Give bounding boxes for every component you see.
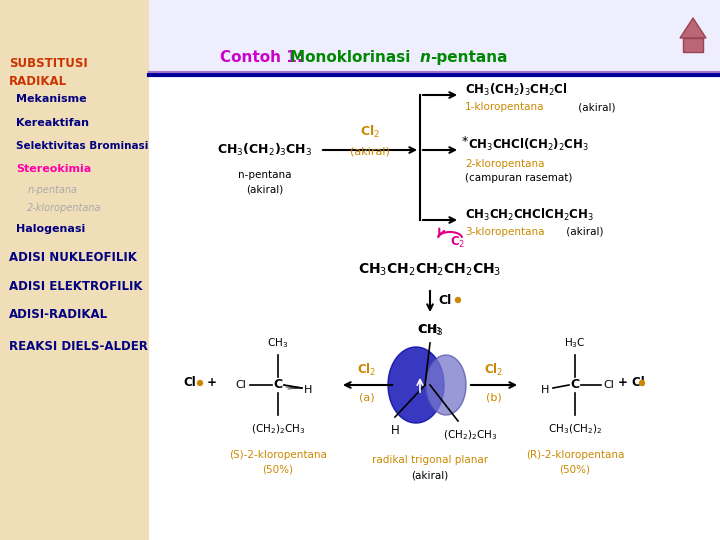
Text: CH$_3$(CH$_2$)$_2$: CH$_3$(CH$_2$)$_2$ xyxy=(548,422,602,436)
Text: (akiral): (akiral) xyxy=(575,102,616,112)
Text: Cl$_2$: Cl$_2$ xyxy=(357,362,377,378)
Text: H$_3$C: H$_3$C xyxy=(564,336,586,350)
Polygon shape xyxy=(680,18,706,38)
Text: REAKSI DIELS-ALDER: REAKSI DIELS-ALDER xyxy=(9,340,148,353)
Text: C$_2$: C$_2$ xyxy=(450,234,465,249)
Text: RADIKAL: RADIKAL xyxy=(9,75,67,87)
Text: *: * xyxy=(462,136,468,148)
Text: Mekanisme: Mekanisme xyxy=(16,94,86,105)
Text: (CH$_2$)$_2$CH$_3$: (CH$_2$)$_2$CH$_3$ xyxy=(251,422,305,436)
Text: Cl$_2$: Cl$_2$ xyxy=(485,362,503,378)
Text: ADISI ELEKTROFILIK: ADISI ELEKTROFILIK xyxy=(9,280,142,293)
Text: CH$_3$(CH$_2$)$_3$CH$_3$: CH$_3$(CH$_2$)$_3$CH$_3$ xyxy=(217,142,312,158)
Text: + Cl: + Cl xyxy=(618,376,644,389)
Text: Cl: Cl xyxy=(235,380,246,390)
Text: Contoh 1:: Contoh 1: xyxy=(220,50,308,65)
Text: Halogenasi: Halogenasi xyxy=(16,224,85,234)
Text: (akiral): (akiral) xyxy=(246,185,284,195)
Text: (CH$_2$)$_2$CH$_3$: (CH$_2$)$_2$CH$_3$ xyxy=(443,428,498,442)
Polygon shape xyxy=(426,355,466,415)
Text: (S)-2-kloropentana: (S)-2-kloropentana xyxy=(229,450,327,460)
Text: Cl: Cl xyxy=(438,294,451,307)
FancyBboxPatch shape xyxy=(149,0,720,540)
Text: Cl: Cl xyxy=(183,376,196,389)
Text: n-pentana: n-pentana xyxy=(238,170,292,180)
Text: SUBSTITUSI: SUBSTITUSI xyxy=(9,57,87,70)
FancyBboxPatch shape xyxy=(683,38,703,52)
Text: ADISI-RADIKAL: ADISI-RADIKAL xyxy=(9,308,108,321)
Text: (akiral): (akiral) xyxy=(350,147,390,157)
Text: radikal trigonal planar: radikal trigonal planar xyxy=(372,455,488,465)
Text: (50%): (50%) xyxy=(559,465,590,475)
Text: CH$_3$: CH$_3$ xyxy=(417,322,444,338)
Text: H: H xyxy=(304,385,312,395)
Text: Cl: Cl xyxy=(603,380,614,390)
Text: n: n xyxy=(420,50,431,65)
Text: C: C xyxy=(570,379,580,392)
Circle shape xyxy=(456,298,461,302)
Text: -pentana: -pentana xyxy=(430,50,508,65)
Text: ADISI NUKLEOFILIK: ADISI NUKLEOFILIK xyxy=(9,251,137,264)
Text: Monoklorinasi: Monoklorinasi xyxy=(290,50,415,65)
Text: CH$_3$CH$_2$CHClCH$_2$CH$_3$: CH$_3$CH$_2$CHClCH$_2$CH$_3$ xyxy=(465,207,594,223)
Text: CH$_3$: CH$_3$ xyxy=(419,323,441,337)
Text: H: H xyxy=(541,385,549,395)
Text: 2-kloropentana: 2-kloropentana xyxy=(27,203,102,213)
Text: Stereokimia: Stereokimia xyxy=(16,164,91,174)
FancyBboxPatch shape xyxy=(149,0,720,75)
FancyBboxPatch shape xyxy=(0,0,149,540)
Text: CH$_3$(CH$_2$)$_3$CH$_2$Cl: CH$_3$(CH$_2$)$_3$CH$_2$Cl xyxy=(465,82,567,98)
Text: (50%): (50%) xyxy=(263,465,294,475)
Text: +: + xyxy=(203,376,217,389)
Text: (a): (a) xyxy=(359,392,375,402)
Text: CH$_3$: CH$_3$ xyxy=(267,336,289,350)
Text: CH$_3$CH$_2$CH$_2$CH$_2$CH$_3$: CH$_3$CH$_2$CH$_2$CH$_2$CH$_3$ xyxy=(359,262,502,278)
Circle shape xyxy=(639,381,644,386)
Text: Kereaktifan: Kereaktifan xyxy=(16,118,89,128)
Circle shape xyxy=(197,381,202,386)
Text: (b): (b) xyxy=(486,392,502,402)
Text: 1-kloropentana: 1-kloropentana xyxy=(465,102,544,112)
Polygon shape xyxy=(388,347,444,423)
Text: H: H xyxy=(391,423,400,436)
Text: C: C xyxy=(274,379,282,392)
Text: 2-kloropentana: 2-kloropentana xyxy=(465,159,544,169)
Text: (R)-2-kloropentana: (R)-2-kloropentana xyxy=(526,450,624,460)
Text: (akiral): (akiral) xyxy=(411,470,449,480)
Text: n-pentana: n-pentana xyxy=(27,185,77,195)
Text: Cl$_2$: Cl$_2$ xyxy=(360,124,380,140)
Text: 3-kloropentana: 3-kloropentana xyxy=(465,227,544,237)
Text: (akiral): (akiral) xyxy=(563,227,603,237)
Text: CH$_3$CHCl(CH$_2$)$_2$CH$_3$: CH$_3$CHCl(CH$_2$)$_2$CH$_3$ xyxy=(468,137,589,153)
Text: (campuran rasemat): (campuran rasemat) xyxy=(465,173,572,183)
Text: Selektivitas Brominasi: Selektivitas Brominasi xyxy=(16,141,148,151)
